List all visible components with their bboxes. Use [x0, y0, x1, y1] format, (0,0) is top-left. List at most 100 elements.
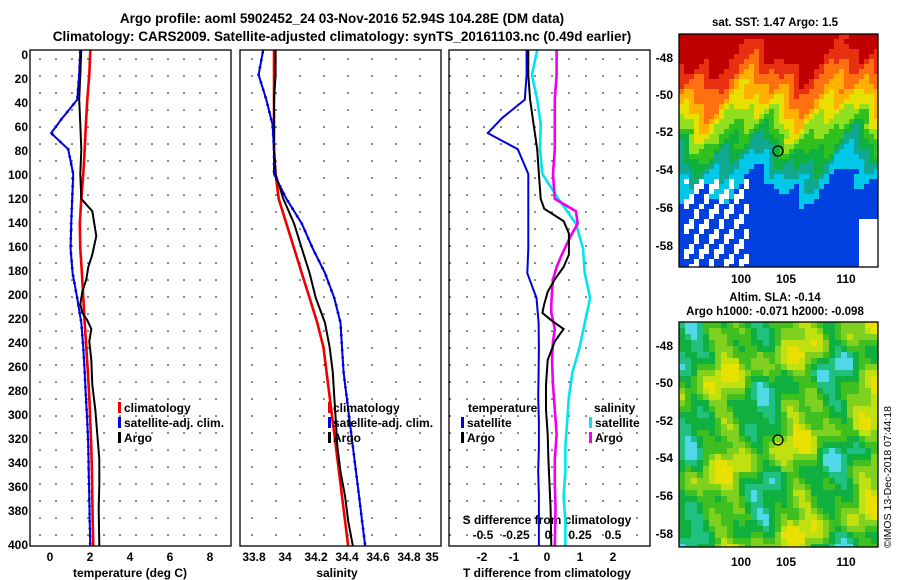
- heat-cell: [689, 219, 694, 224]
- heat-cell: [769, 89, 774, 94]
- heat-cell: [721, 496, 727, 502]
- heat-cell: [724, 134, 729, 139]
- heat-cell: [703, 472, 709, 478]
- heat-cell: [763, 448, 769, 454]
- heat-cell: [727, 484, 733, 490]
- heat-cell: [774, 179, 779, 184]
- heat-cell: [814, 114, 819, 119]
- heat-cell: [721, 532, 727, 538]
- heat-cell: [721, 490, 727, 496]
- heat-cell: [844, 124, 849, 129]
- heat-cell: [779, 89, 784, 94]
- heat-cell: [759, 264, 764, 267]
- heat-cell: [781, 448, 787, 454]
- heat-cell: [793, 478, 799, 484]
- heat-cell: [809, 259, 814, 264]
- heat-cell: [719, 169, 724, 174]
- ytick-label: 80: [15, 144, 29, 158]
- heat-cell: [779, 139, 784, 144]
- heat-cell: [714, 254, 719, 259]
- heat-cell: [869, 249, 874, 254]
- heat-cell: [853, 370, 859, 376]
- heat-cell: [829, 254, 834, 259]
- heat-cell: [751, 490, 757, 496]
- heat-cell: [704, 184, 709, 189]
- heat-cell: [789, 99, 794, 104]
- heat-cell: [834, 149, 839, 154]
- heat-cell: [709, 99, 714, 104]
- heat-cell: [733, 358, 739, 364]
- heat-cell: [685, 352, 691, 358]
- heat-cell: [694, 84, 699, 89]
- series-marker: [272, 155, 276, 159]
- heat-cell: [853, 520, 859, 526]
- heat-cell: [781, 460, 787, 466]
- heat-cell: [754, 259, 759, 264]
- heat-cell: [799, 346, 805, 352]
- heat-cell: [811, 436, 817, 442]
- heat-cell: [739, 239, 744, 244]
- xtick2-label: 0.25: [568, 528, 592, 542]
- heat-cell: [835, 418, 841, 424]
- heat-cell: [745, 346, 751, 352]
- heat-cell: [734, 209, 739, 214]
- heat-cell: [841, 490, 847, 496]
- heat-cell: [819, 109, 824, 114]
- heat-cell: [739, 149, 744, 154]
- heat-cell: [829, 69, 834, 74]
- heat-cell: [841, 448, 847, 454]
- heat-cell: [844, 164, 849, 169]
- heat-cell: [871, 334, 877, 340]
- heat-cell: [779, 164, 784, 169]
- heat-cell: [714, 109, 719, 114]
- heat-cell: [691, 436, 697, 442]
- difference-series: [486, 50, 592, 546]
- heat-cell: [824, 124, 829, 129]
- heat-cell: [745, 358, 751, 364]
- heat-cell: [865, 400, 871, 406]
- heat-cell: [869, 34, 874, 39]
- heat-cell: [789, 79, 794, 84]
- heat-cell: [787, 544, 793, 547]
- series-marker: [354, 467, 358, 471]
- heat-cell: [769, 164, 774, 169]
- heat-cell: [844, 169, 849, 174]
- heat-cell: [847, 358, 853, 364]
- heat-cell: [799, 496, 805, 502]
- heat-cell: [739, 89, 744, 94]
- heat-cell: [799, 544, 805, 547]
- heat-cell: [817, 490, 823, 496]
- heat-cell: [817, 520, 823, 526]
- legend-label: Argo: [595, 431, 623, 445]
- heat-cell: [769, 484, 775, 490]
- heat-cell: [789, 64, 794, 69]
- heat-cell: [839, 94, 844, 99]
- heat-cell: [679, 478, 685, 484]
- heat-cell: [734, 244, 739, 249]
- heat-cell: [814, 259, 819, 264]
- heat-cell: [714, 214, 719, 219]
- ytick-label: 340: [8, 456, 28, 470]
- heat-cell: [781, 472, 787, 478]
- heat-cell: [784, 129, 789, 134]
- heat-cell: [724, 59, 729, 64]
- ytick-label: -48: [656, 339, 674, 353]
- heat-cell: [691, 490, 697, 496]
- series-marker: [81, 341, 85, 344]
- heat-cell: [757, 346, 763, 352]
- heat-cell: [804, 189, 809, 194]
- heat-cell: [823, 532, 829, 538]
- heat-cell: [763, 526, 769, 532]
- heat-cell: [859, 388, 865, 394]
- heat-cell: [733, 544, 739, 547]
- heat-cell: [764, 44, 769, 49]
- heat-cell: [699, 119, 704, 124]
- heat-cell: [871, 400, 877, 406]
- heat-cell: [805, 502, 811, 508]
- heat-cell: [779, 64, 784, 69]
- heat-cell: [859, 466, 865, 472]
- heat-cell: [729, 44, 734, 49]
- heat-cell: [841, 424, 847, 430]
- heat-cell: [751, 532, 757, 538]
- heat-cell: [789, 169, 794, 174]
